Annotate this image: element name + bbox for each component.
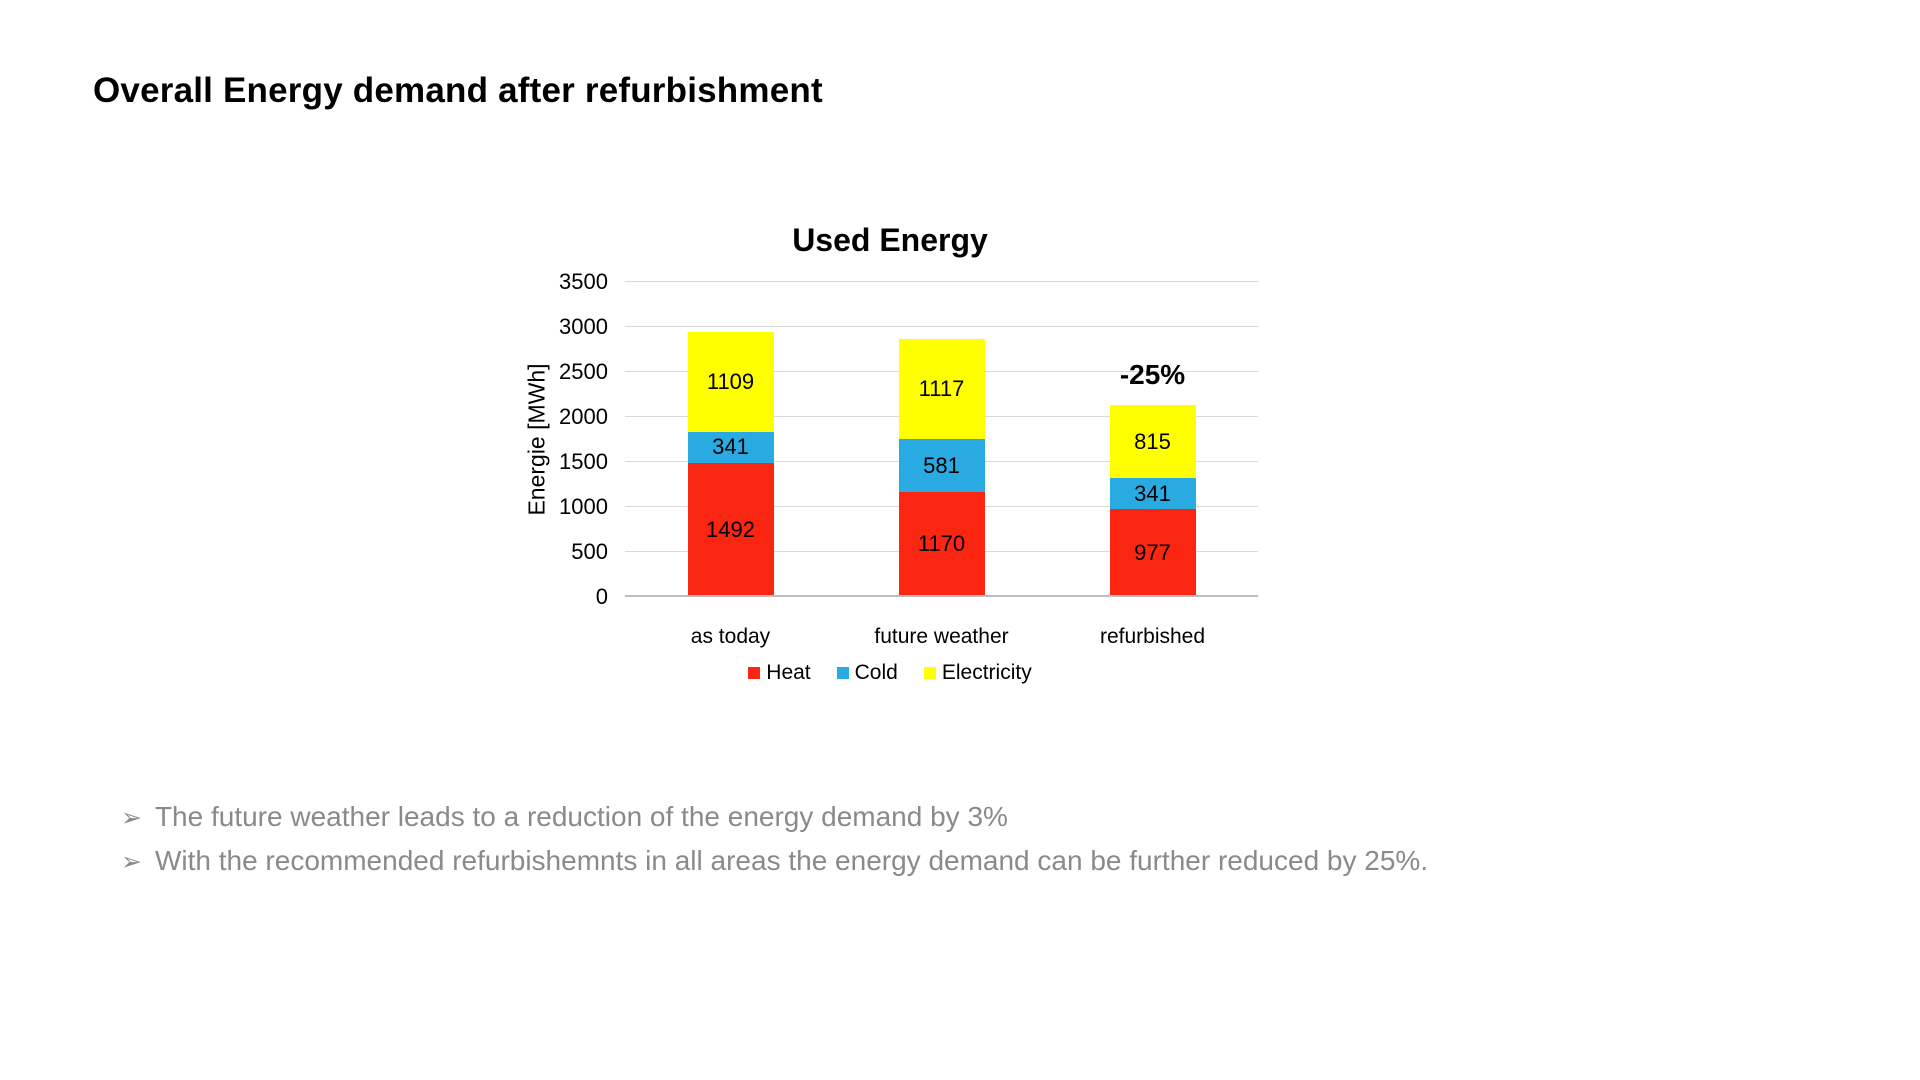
bar-segment-heat: 1170	[898, 491, 985, 597]
bar-segment-cold: 341	[1109, 478, 1196, 510]
annotation-label: -25%	[1119, 359, 1186, 391]
bar-segment-electricity: 815	[1109, 405, 1196, 479]
legend-swatch	[923, 667, 936, 679]
bullet-text: With the recommended refurbishemnts in a…	[154, 845, 1429, 877]
bar-group-refurbished: 977 341 815	[1109, 405, 1196, 597]
arrow-bullet-icon: ➢	[121, 846, 142, 876]
data-label: 581	[923, 452, 960, 478]
legend-label: Electricity	[941, 661, 1032, 684]
legend-swatch	[748, 667, 761, 679]
legend-label: Heat	[766, 661, 811, 684]
bar-segment-heat: 1492	[687, 462, 774, 597]
x-axis-label: future weather	[874, 625, 1009, 648]
data-label: 815	[1134, 428, 1171, 454]
data-label: 1109	[706, 369, 755, 395]
bar-segment-cold: 581	[898, 439, 985, 492]
y-axis: 0 500 1000 1500 2000 2500 3000 3500	[522, 271, 608, 608]
legend: Heat Cold Electricity	[522, 659, 1258, 687]
chart-title: Used Energy	[792, 222, 988, 258]
x-axis-label: as today	[690, 625, 771, 648]
y-tick-label: 500	[571, 539, 608, 564]
x-axis-label: refurbished	[1099, 625, 1206, 648]
arrow-bullet-icon: ➢	[121, 802, 142, 832]
gridline	[625, 326, 1258, 327]
legend-item-electricity: Electricity	[923, 661, 1032, 685]
data-label: 1492	[706, 516, 755, 542]
bar-segment-electricity: 1109	[687, 332, 774, 433]
bar-segment-electricity: 1117	[898, 338, 985, 440]
data-label: 1117	[918, 376, 965, 402]
bullet-item: ➢ With the recommended refurbishemnts in…	[121, 839, 1428, 883]
bar-segment-cold: 341	[687, 432, 774, 463]
bar-group-as-today: 1492 341 1109	[687, 332, 774, 597]
y-tick-label: 0	[595, 584, 608, 609]
data-label: 1170	[917, 531, 966, 557]
bullet-list: ➢ The future weather leads to a reductio…	[121, 795, 1428, 883]
bullet-item: ➢ The future weather leads to a reductio…	[121, 795, 1428, 839]
data-label: 341	[712, 434, 749, 460]
x-axis-labels: as today future weather refurbished	[625, 623, 1258, 651]
plot-area: 1492 341 1109 1170 581 1117 977 341 815 -25%	[625, 281, 1258, 597]
y-tick-label: 3000	[559, 314, 608, 339]
bar-segment-heat: 977	[1109, 509, 1196, 597]
bullet-text: The future weather leads to a reduction …	[154, 801, 1008, 833]
legend-item-heat: Heat	[748, 661, 811, 685]
bar-group-future-weather: 1170 581 1117	[898, 338, 985, 597]
x-axis-line	[625, 595, 1258, 597]
legend-swatch	[836, 667, 849, 679]
y-tick-label: 1500	[559, 449, 608, 474]
y-tick-label: 2000	[559, 404, 608, 429]
data-label: 977	[1134, 540, 1171, 566]
gridline	[625, 281, 1258, 282]
chart: Used Energy Energie [MWh] 0 500 1000 1500 20…	[522, 222, 1258, 722]
legend-item-cold: Cold	[836, 661, 898, 685]
y-tick-label: 2500	[559, 359, 608, 384]
slide-title: Overall Energy demand after refurbishmen…	[93, 71, 823, 110]
y-tick-label: 1000	[559, 494, 608, 519]
legend-label: Cold	[854, 661, 898, 684]
y-tick-label: 3500	[559, 269, 608, 294]
data-label: 341	[1134, 480, 1171, 506]
